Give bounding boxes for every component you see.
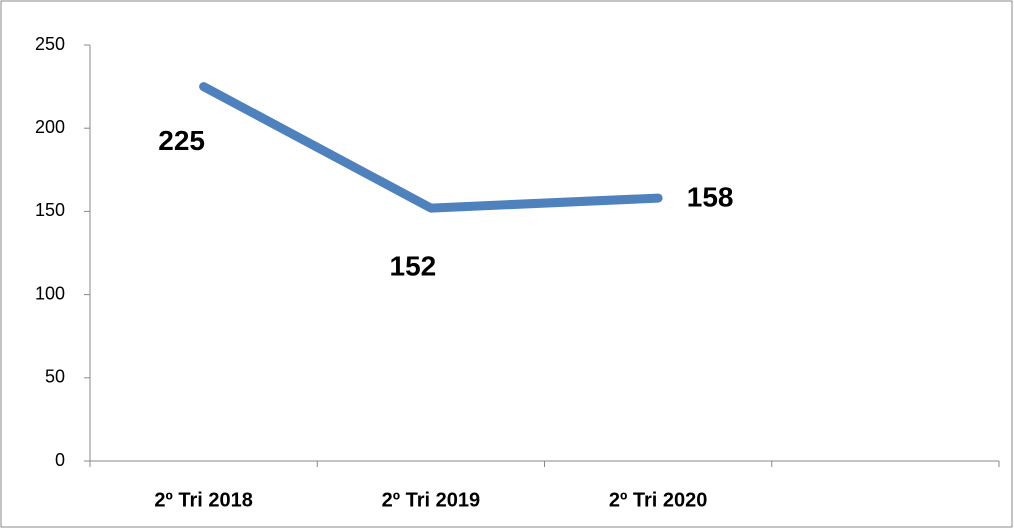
y-tick-label: 0 [55, 450, 65, 470]
line-series [199, 82, 663, 213]
data-label: 158 [687, 181, 734, 212]
y-tick-label: 200 [35, 117, 65, 137]
y-tick-label: 50 [45, 367, 65, 387]
x-tick-label: 2º Tri 2020 [609, 489, 708, 511]
data-label: 152 [390, 250, 437, 281]
y-tick-label: 100 [35, 283, 65, 303]
data-label: 225 [158, 125, 205, 156]
y-tick-label: 150 [35, 200, 65, 220]
y-tick-label: 250 [35, 34, 65, 54]
x-tick-label: 2º Tri 2019 [382, 489, 481, 511]
x-tick-label: 2º Tri 2018 [154, 489, 253, 511]
